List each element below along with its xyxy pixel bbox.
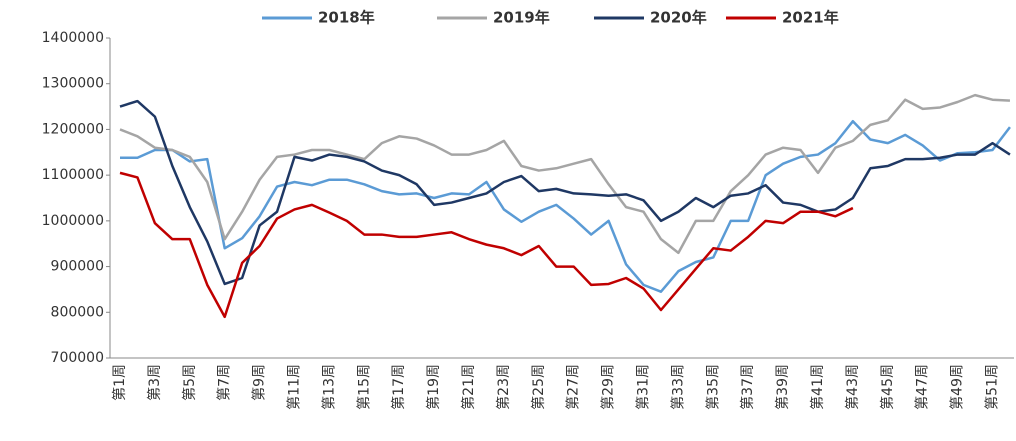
x-tick-label: 第17周 bbox=[390, 364, 407, 410]
legend-label: 2019年 bbox=[493, 9, 550, 27]
series-line bbox=[120, 119, 1011, 293]
legend-label: 2020年 bbox=[650, 9, 707, 27]
x-tick-label: 第33周 bbox=[669, 364, 686, 410]
x-tick-label: 第35周 bbox=[704, 364, 721, 410]
x-tick-label: 第27周 bbox=[565, 364, 582, 410]
x-tick-label: 第47周 bbox=[914, 364, 931, 410]
x-tick-label: 第1周 bbox=[111, 364, 128, 401]
x-tick-label: 第45周 bbox=[879, 364, 896, 410]
x-tick-label: 第43周 bbox=[844, 364, 861, 410]
legend-label: 2018年 bbox=[318, 9, 375, 27]
x-tick-label: 第15周 bbox=[355, 364, 372, 410]
x-tick-label: 第9周 bbox=[251, 364, 268, 401]
x-tick-label: 第31周 bbox=[635, 364, 652, 410]
y-tick-label: 1300000 bbox=[42, 76, 104, 92]
x-tick-label: 第11周 bbox=[286, 364, 303, 410]
x-tick-label: 第3周 bbox=[146, 364, 163, 401]
x-tick-label: 第5周 bbox=[181, 364, 198, 401]
x-tick-label: 第51周 bbox=[984, 364, 1001, 410]
x-tick-label: 第25周 bbox=[530, 364, 547, 410]
y-tick-label: 700000 bbox=[51, 350, 104, 366]
x-tick-label: 第13周 bbox=[320, 364, 337, 410]
x-tick-label: 第21周 bbox=[460, 364, 477, 410]
x-tick-label: 第29周 bbox=[600, 364, 617, 410]
x-tick-label: 第39周 bbox=[774, 364, 791, 410]
y-tick-label: 1000000 bbox=[42, 213, 104, 229]
x-tick-label: 第37周 bbox=[739, 364, 756, 410]
x-tick-label: 第23周 bbox=[495, 364, 512, 410]
legend-label: 2021年 bbox=[782, 9, 839, 27]
y-tick-label: 800000 bbox=[51, 304, 104, 320]
y-tick-label: 900000 bbox=[51, 259, 104, 275]
y-tick-label: 1400000 bbox=[42, 30, 104, 46]
series-line bbox=[119, 99, 1011, 286]
x-tick-label: 第41周 bbox=[809, 364, 826, 410]
x-tick-label: 第7周 bbox=[216, 364, 233, 401]
series-line bbox=[119, 171, 854, 319]
series-line bbox=[119, 93, 1011, 255]
x-tick-label: 第49周 bbox=[949, 364, 966, 410]
y-tick-label: 1200000 bbox=[42, 121, 104, 137]
x-tick-label: 第19周 bbox=[425, 364, 442, 410]
y-tick-label: 1100000 bbox=[42, 167, 104, 183]
